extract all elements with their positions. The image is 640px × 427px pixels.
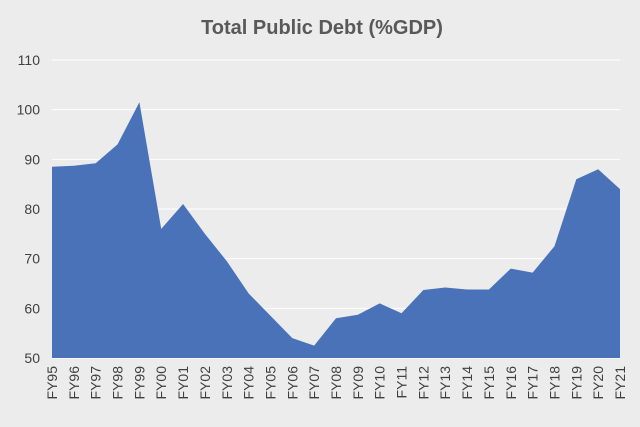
x-tick-label: FY96 — [66, 366, 82, 400]
x-tick-label: FY04 — [241, 366, 257, 400]
x-tick-label: FY11 — [394, 366, 410, 399]
chart-title: Total Public Debt (%GDP) — [201, 17, 443, 39]
x-tick-label: FY16 — [503, 366, 519, 400]
x-tick-label: FY21 — [612, 366, 628, 400]
x-tick-label: FY01 — [175, 366, 191, 400]
x-tick-label: FY97 — [88, 366, 104, 400]
x-axis-ticks: FY95 FY96 FY97 FY98 FY99 FY00 FY01 FY02 FY03 FY04… — [44, 366, 628, 400]
x-tick-label: FY10 — [372, 366, 388, 400]
y-tick-label: 60 — [24, 300, 40, 316]
x-tick-label: FY98 — [110, 366, 126, 400]
x-tick-label: FY06 — [284, 366, 300, 400]
x-tick-label: FY03 — [219, 366, 235, 400]
x-tick-label: FY20 — [590, 366, 606, 400]
y-tick-label: 110 — [18, 52, 41, 68]
x-tick-label: FY14 — [459, 366, 475, 400]
x-tick-label: FY19 — [568, 366, 584, 400]
y-tick-label: 50 — [24, 350, 40, 366]
x-tick-label: FY13 — [437, 366, 453, 400]
x-tick-label: FY18 — [546, 366, 562, 400]
x-tick-label: FY00 — [153, 366, 169, 400]
x-tick-label: FY07 — [306, 366, 322, 400]
x-tick-label: FY99 — [131, 366, 147, 400]
x-tick-label: FY15 — [481, 366, 497, 400]
y-tick-label: 80 — [24, 201, 40, 217]
y-tick-label: 90 — [24, 151, 40, 167]
x-tick-label: FY95 — [44, 366, 60, 400]
x-tick-label: FY12 — [415, 366, 431, 400]
x-tick-label: FY08 — [328, 366, 344, 400]
x-tick-label: FY17 — [525, 366, 541, 400]
x-tick-label: FY09 — [350, 366, 366, 400]
debt-area-series — [52, 102, 620, 358]
y-axis-ticks: 50 60 70 80 90 100 110 — [17, 52, 41, 366]
y-tick-label: 70 — [24, 251, 40, 267]
x-tick-label: FY05 — [262, 366, 278, 400]
x-tick-label: FY02 — [197, 366, 213, 400]
y-tick-label: 100 — [17, 102, 41, 118]
